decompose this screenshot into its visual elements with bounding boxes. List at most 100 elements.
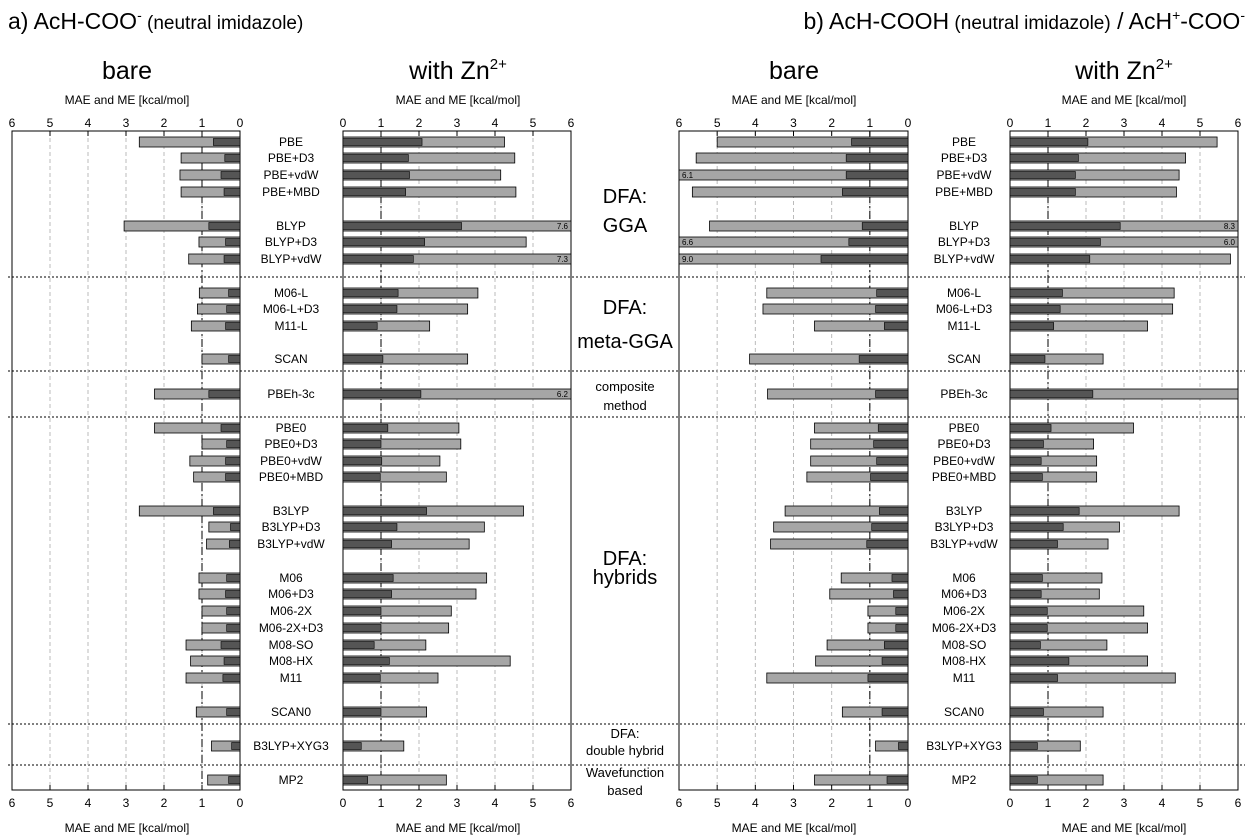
tick-label-top: 1 xyxy=(1045,116,1052,130)
method-label: M08-SO xyxy=(269,638,314,652)
me-bar xyxy=(891,574,909,582)
tick-label-bottom: 0 xyxy=(340,796,347,810)
group-label: hybrids xyxy=(593,567,657,589)
tick-label-bottom: 6 xyxy=(9,796,16,810)
me-bar xyxy=(1009,171,1076,179)
tick-label-bottom: 2 xyxy=(416,796,423,810)
overflow-label: 6.6 xyxy=(682,238,694,247)
me-bar xyxy=(870,473,909,481)
tick-label-top: 5 xyxy=(1197,116,1204,130)
tick-label-top: 5 xyxy=(714,116,721,130)
me-bar xyxy=(873,440,909,448)
tick-label-bottom: 6 xyxy=(568,796,575,810)
me-bar xyxy=(879,507,909,515)
me-bar xyxy=(1009,222,1121,230)
tick-label-top: 4 xyxy=(492,116,499,130)
me-bar xyxy=(342,238,425,246)
tick-label-bottom: 1 xyxy=(866,796,873,810)
method-label: BLYP+vdW xyxy=(261,252,322,266)
method-label: PBE+MBD xyxy=(262,185,320,199)
me-bar xyxy=(225,590,241,598)
axis-label-bottom: MAE and ME [kcal/mol] xyxy=(396,821,521,835)
me-bar xyxy=(342,355,384,363)
overflow-label: 6.0 xyxy=(1224,238,1236,247)
me-bar xyxy=(851,138,909,146)
method-label: M11-L xyxy=(947,319,980,333)
tick-label-bottom: 6 xyxy=(676,796,683,810)
me-bar xyxy=(342,440,382,448)
me-bar xyxy=(220,424,241,432)
method-label: MP2 xyxy=(952,773,977,787)
svg-text:b) AcH-COOH (neutral imidazole: b) AcH-COOH (neutral imidazole) / AcH+-C… xyxy=(803,7,1245,34)
me-bar xyxy=(342,674,381,682)
me-bar xyxy=(845,171,909,179)
me-bar xyxy=(342,322,378,330)
tick-label-bottom: 1 xyxy=(199,796,206,810)
me-bar xyxy=(1009,590,1042,598)
tick-label-bottom: 1 xyxy=(1045,796,1052,810)
me-bar xyxy=(225,238,241,246)
tick-label-top: 0 xyxy=(905,116,912,130)
me-bar xyxy=(1009,742,1038,750)
overflow-label: 7.6 xyxy=(557,222,569,231)
tick-label-bottom: 3 xyxy=(790,796,797,810)
tick-label-top: 4 xyxy=(1159,116,1166,130)
me-bar xyxy=(342,473,381,481)
axis-label-top: MAE and ME [kcal/mol] xyxy=(732,93,857,107)
me-bar xyxy=(1009,607,1048,615)
me-bar xyxy=(1009,708,1044,716)
tick-label-bottom: 0 xyxy=(1007,796,1014,810)
me-bar xyxy=(842,188,909,196)
method-label: PBE0+D3 xyxy=(937,437,990,451)
me-bar xyxy=(1009,255,1091,263)
method-label: PBE+MBD xyxy=(935,185,993,199)
tick-label-bottom: 3 xyxy=(123,796,130,810)
me-bar xyxy=(1009,523,1064,531)
method-label: PBEh-3c xyxy=(267,387,314,401)
method-label: M06-L xyxy=(274,286,308,300)
tick-label-bottom: 4 xyxy=(1159,796,1166,810)
me-bar xyxy=(223,188,241,196)
group-label: Wavefunction xyxy=(586,765,664,780)
me-bar xyxy=(1009,322,1055,330)
panel-title: bare xyxy=(769,57,819,85)
method-label: M06 xyxy=(279,571,303,585)
tick-label-top: 3 xyxy=(1121,116,1128,130)
me-bar xyxy=(342,708,382,716)
me-bar xyxy=(208,222,241,230)
method-label: M08-SO xyxy=(942,638,987,652)
me-bar xyxy=(1009,574,1043,582)
me-bar xyxy=(845,154,909,162)
axis-label-top: MAE and ME [kcal/mol] xyxy=(396,93,521,107)
overflow-label: 8.3 xyxy=(1224,222,1236,231)
method-label: M06-L+D3 xyxy=(936,302,993,316)
method-label: M06+D3 xyxy=(268,587,314,601)
me-bar xyxy=(226,305,241,313)
me-bar xyxy=(848,238,909,246)
panel-title: with Zn2+ xyxy=(1074,56,1173,85)
chart-body: bare MAE and ME [kcal/mol] MAE and ME [kca… xyxy=(8,56,1245,835)
overflow-label: 6.1 xyxy=(682,171,694,180)
method-label: B3LYP xyxy=(273,504,309,518)
group-label: DFA: xyxy=(603,548,647,570)
tick-label-top: 6 xyxy=(676,116,683,130)
me-bar xyxy=(1009,674,1058,682)
axis-label-top: MAE and ME [kcal/mol] xyxy=(65,93,190,107)
method-label: PBE0 xyxy=(949,421,980,435)
me-bar xyxy=(1009,424,1052,432)
method-label: BLYP xyxy=(949,219,979,233)
method-label: M06-2X+D3 xyxy=(932,621,997,635)
method-label: PBE+D3 xyxy=(268,151,315,165)
tick-label-top: 4 xyxy=(752,116,759,130)
group-label: double hybrid xyxy=(586,743,664,758)
me-bar xyxy=(875,390,909,398)
tick-label-bottom: 5 xyxy=(714,796,721,810)
axis-label-bottom: MAE and ME [kcal/mol] xyxy=(1062,821,1187,835)
me-bar xyxy=(875,305,909,313)
tick-label-top: 6 xyxy=(568,116,575,130)
me-bar xyxy=(886,776,909,784)
group-label: meta-GGA xyxy=(577,331,673,353)
group-label: based xyxy=(607,783,642,798)
me-bar xyxy=(342,305,398,313)
